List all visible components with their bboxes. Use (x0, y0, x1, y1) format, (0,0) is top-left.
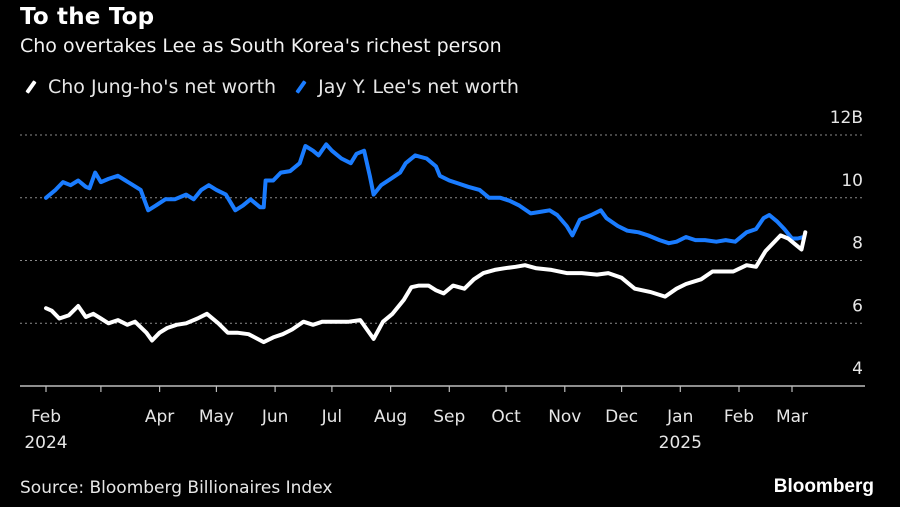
legend: Cho Jung-ho's net worth Jay Y. Lee's net… (20, 76, 533, 98)
y-tick-label: 6 (852, 296, 863, 316)
legend-label-lee: Jay Y. Lee's net worth (318, 76, 519, 98)
x-tick-label: Jul (321, 407, 343, 427)
y-tick-label: 8 (852, 234, 863, 254)
x-tick-label: Mar (776, 407, 808, 427)
x-tick-sublabel: 2024 (24, 433, 67, 453)
legend-item-cho: Cho Jung-ho's net worth (20, 76, 276, 98)
x-tick-label: Sep (433, 407, 465, 427)
y-tick-label: 10 (841, 171, 863, 191)
x-tick-label: Feb (31, 407, 61, 427)
bloomberg-logo: Bloomberg (773, 476, 874, 497)
series-line-lee (44, 142, 806, 246)
x-tick-label: Apr (145, 407, 174, 427)
chart-title: To the Top (20, 4, 155, 30)
x-tick-label: Dec (605, 407, 638, 427)
x-tick-sublabel: 2025 (659, 433, 702, 453)
legend-item-lee: Jay Y. Lee's net worth (290, 76, 519, 98)
x-tick-label: Jun (261, 407, 289, 427)
legend-label-cho: Cho Jung-ho's net worth (48, 76, 277, 98)
x-tick-label: Aug (374, 407, 407, 427)
y-axis: 12B 10 8 6 4 (830, 108, 863, 379)
x-axis: Feb 2024 Apr May Jun Jul Aug Sep Oct Nov Dec Jan 202… (24, 386, 808, 453)
y-tick-label: 4 (852, 359, 863, 379)
x-tick-label: Nov (548, 407, 581, 427)
x-tick-label: Feb (724, 407, 754, 427)
x-tick-label: Jan (666, 407, 693, 427)
x-tick-label: May (199, 407, 234, 427)
series-lines (44, 142, 808, 345)
y-tick-label: 12B (830, 108, 863, 128)
chart-subtitle: Cho overtakes Lee as South Korea's riche… (20, 35, 502, 57)
gridlines (20, 134, 865, 387)
series-line-cho (44, 230, 808, 345)
x-tick-label: Oct (491, 407, 521, 427)
source-note: Source: Bloomberg Billionaires Index (20, 478, 333, 498)
